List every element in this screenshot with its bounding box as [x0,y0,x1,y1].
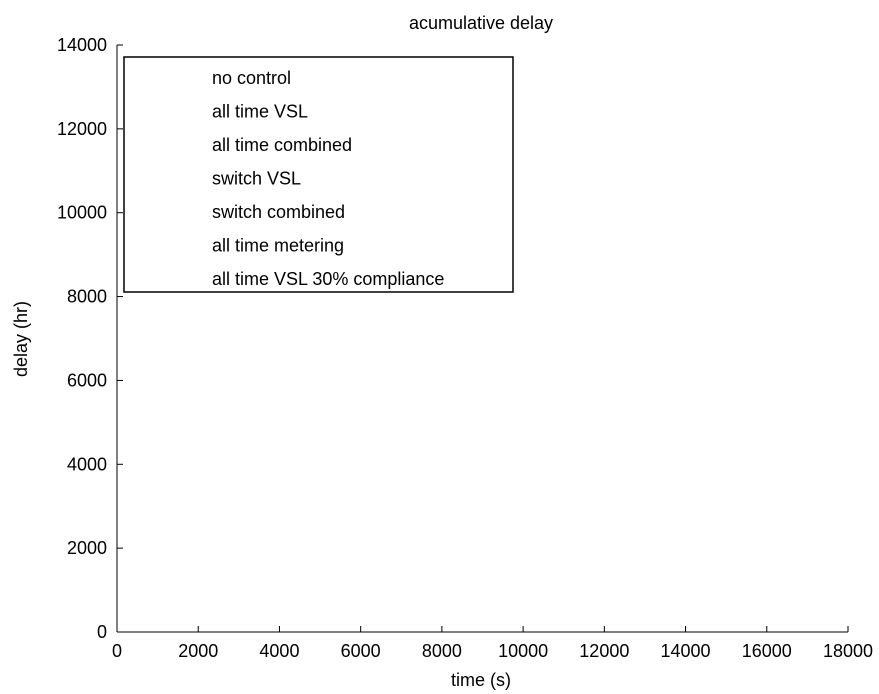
y-tick-label: 8000 [67,287,107,307]
x-tick-label: 2000 [178,641,218,661]
x-tick-label: 14000 [661,641,711,661]
x-tick-label: 6000 [341,641,381,661]
x-tick-label: 16000 [742,641,792,661]
y-tick-label: 0 [97,622,107,642]
legend-entry: no control [212,68,291,88]
y-axis-ticks: 0 2000 4000 6000 8000 10000 12000 14000 [57,35,123,642]
legend-entry: all time metering [212,236,344,256]
y-tick-label: 6000 [67,370,107,390]
y-tick-label: 2000 [67,538,107,558]
x-axis-title: time (s) [451,670,511,690]
x-tick-label: 12000 [579,641,629,661]
x-tick-label: 8000 [422,641,462,661]
y-tick-label: 4000 [67,454,107,474]
plot-area [116,45,848,633]
x-tick-label: 4000 [259,641,299,661]
legend-entry: all time VSL [212,102,308,122]
legend-entry: switch VSL [212,169,301,189]
legend-box [123,56,514,293]
y-tick-label: 14000 [57,35,107,55]
y-tick-label: 10000 [57,203,107,223]
x-tick-label: 0 [112,641,122,661]
x-tick-label: 18000 [823,641,873,661]
chart-title: acumulative delay [409,13,553,33]
legend-entries: no control all time VSL all time combined s… [212,68,444,289]
x-tick-label: 10000 [498,641,548,661]
y-tick-label: 12000 [57,119,107,139]
legend-entry: switch combined [212,202,345,222]
legend: no control all time VSL all time combined s… [123,56,514,293]
y-axis-title: delay (hr) [11,301,31,377]
legend-entry: all time combined [212,135,352,155]
x-axis-ticks: 0 2000 4000 6000 8000 10000 12000 14000 16000 180… [112,626,873,661]
legend-entry: all time VSL 30% compliance [212,269,444,289]
